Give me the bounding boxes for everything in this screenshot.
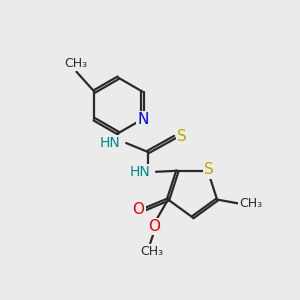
Text: O: O <box>148 219 160 234</box>
Text: CH₃: CH₃ <box>141 244 164 258</box>
Text: N: N <box>138 112 149 127</box>
Text: HN: HN <box>100 136 121 150</box>
Text: O: O <box>132 202 144 217</box>
Text: CH₃: CH₃ <box>239 197 262 210</box>
Text: S: S <box>177 129 187 144</box>
Text: CH₃: CH₃ <box>64 57 87 70</box>
Text: S: S <box>204 162 214 177</box>
Text: HN: HN <box>130 165 151 179</box>
